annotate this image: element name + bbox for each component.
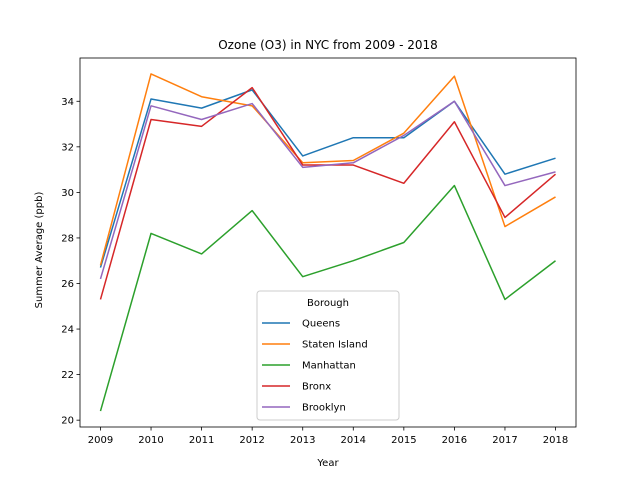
y-tick-label: 22 (61, 370, 74, 381)
x-tick-label: 2018 (543, 435, 568, 446)
series-line-0 (99, 89, 556, 268)
x-tick-label: 2014 (341, 435, 366, 446)
x-tick-label: 2010 (138, 435, 163, 446)
legend-label: Staten Island (302, 340, 368, 351)
y-tick-label: 28 (61, 233, 74, 244)
legend-label: Brooklyn (302, 403, 346, 414)
y-tick-label: 26 (61, 279, 74, 290)
y-tick-label: 32 (61, 142, 74, 153)
x-tick-label: 2013 (290, 435, 315, 446)
plot-area (99, 73, 557, 412)
y-tick-label: 30 (61, 188, 74, 199)
x-tick-label: 2009 (88, 435, 113, 446)
legend-label: Manhattan (302, 361, 356, 372)
legend: Borough Queens Staten Island Manhattan Bronx… (256, 290, 400, 421)
y-tick-label: 24 (61, 325, 74, 336)
series-line-1 (99, 73, 556, 266)
y-tick-label: 20 (61, 416, 74, 427)
x-tick-label: 2011 (189, 435, 214, 446)
axes: 2009 2010 2011 2012 2013 2014 2015 2016 2017 2018… (61, 57, 577, 446)
x-tick-label: 2016 (442, 435, 467, 446)
x-axis-title: Year (316, 458, 339, 469)
x-tick-label: 2015 (391, 435, 416, 446)
plot-frame (79, 57, 577, 428)
y-tick-label: 34 (61, 97, 74, 108)
x-tick-label: 2017 (492, 435, 517, 446)
legend-label: Bronx (302, 382, 331, 393)
series-line-2 (99, 184, 556, 412)
series-line-4 (99, 100, 556, 280)
y-axis-title: Summer Average (ppb) (34, 192, 45, 309)
legend-label: Queens (302, 319, 340, 330)
series-line-3 (99, 86, 557, 300)
chart-title: Ozone (O3) in NYC from 2009 - 2018 (218, 38, 438, 52)
x-tick-label: 2012 (239, 435, 264, 446)
legend-frame (256, 290, 400, 421)
legend-title: Borough (307, 298, 349, 309)
